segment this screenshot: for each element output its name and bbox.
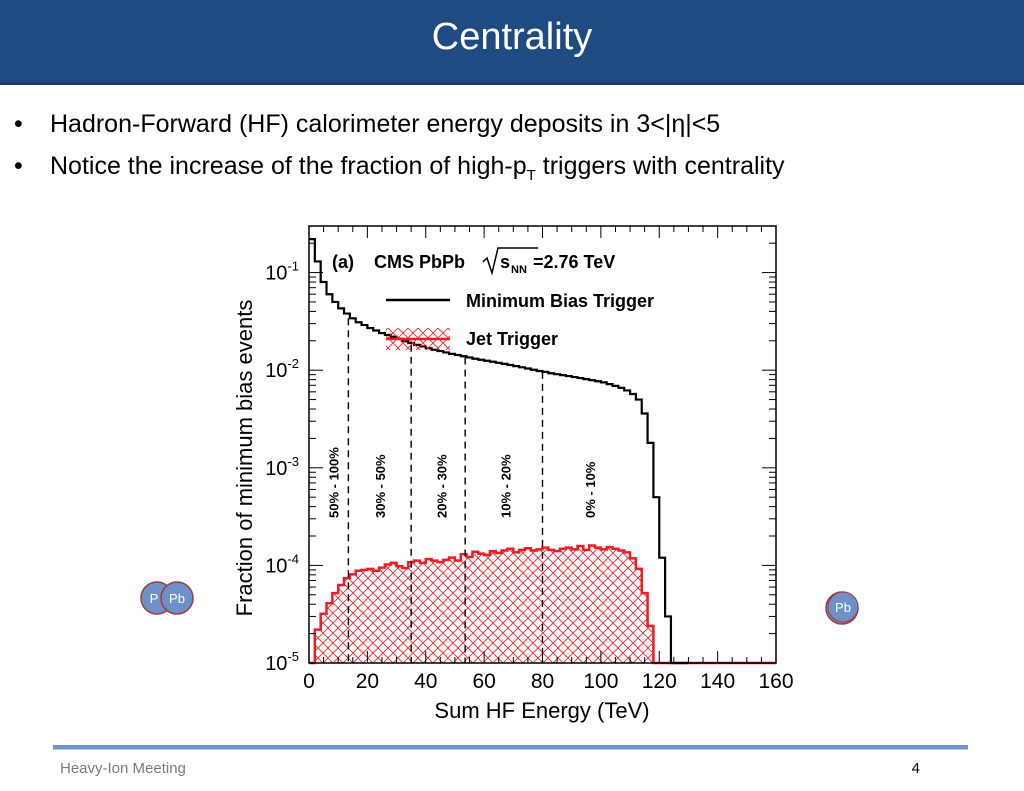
bullet-text-after: triggers with centrality [535, 152, 785, 180]
y-tick-exponent: -5 [287, 649, 299, 664]
y-tick-base: 10 [265, 555, 287, 577]
y-tick-base: 10 [265, 653, 287, 675]
sqrt-s-label: s [500, 252, 510, 272]
bullet-hf-deposits: • Hadron-Forward (HF) calorimeter energy … [14, 110, 720, 139]
centrality-label: 30% - 50% [373, 454, 388, 518]
centrality-label: 20% - 30% [434, 454, 449, 518]
x-axis-ticks: 0 20 40 60 80 100 120 140 160 [303, 226, 794, 693]
nucleus-label: Pb [835, 600, 851, 615]
y-tick-label: 10-4 [265, 551, 299, 577]
legend-jet-label: Jet Trigger [466, 329, 558, 349]
footer-rule [53, 745, 968, 749]
centrality-label: 0% - 10% [583, 461, 598, 518]
sqrt-nn-label: NN [511, 264, 527, 276]
bullet-high-pt-fraction: • Notice the increase of the fraction of … [14, 152, 785, 184]
nucleus-label-a: P [150, 591, 159, 606]
x-tick-label: 140 [700, 670, 735, 693]
centrality-histogram: 0 20 40 60 80 100 120 140 160 10-510-410-310-210… [228, 218, 800, 728]
nucleus-label-b: Pb [169, 591, 185, 606]
y-axis-label: Fraction of minimum bias events [232, 300, 257, 617]
y-tick-exponent: -3 [287, 454, 299, 469]
footer-rule-light [53, 749, 968, 750]
centrality-labels: 50% - 100% 30% - 50% 20% - 30% 10% - 20% 0% … [326, 447, 598, 518]
bullet-text-before: Notice the increase of the fraction of h… [50, 152, 527, 180]
bullet-text: Hadron-Forward (HF) calorimeter energy d… [50, 110, 721, 138]
colliding-nuclei-icon: P Pb [140, 581, 194, 615]
bullet-subscript: T [526, 167, 536, 184]
x-tick-label: 0 [303, 670, 315, 693]
nucleus-pair-left: P Pb [139, 580, 197, 616]
x-axis-label: Sum HF Energy (TeV) [434, 698, 649, 723]
y-axis-ticks: 10-510-410-310-210-1 [265, 242, 776, 675]
x-tick-label: 60 [472, 670, 495, 693]
minimum-bias-line [309, 238, 689, 665]
x-tick-label: 100 [583, 670, 618, 693]
centrality-boundaries [347, 318, 544, 663]
sqrt-symbol [482, 247, 538, 276]
title-bar [0, 0, 1024, 85]
nucleus-single-right: Pb [822, 589, 862, 627]
legend-minbias-label: Minimum Bias Trigger [466, 291, 654, 311]
x-tick-label: 120 [642, 670, 677, 693]
overlapping-nuclei-icon: Pb [825, 591, 859, 625]
experiment-label: CMS PbPb [374, 252, 465, 272]
y-tick-base: 10 [265, 458, 287, 480]
slide-title: Centrality [431, 16, 593, 58]
y-tick-label: 10-3 [265, 454, 299, 480]
centrality-label: 10% - 20% [499, 454, 514, 518]
x-tick-label: 80 [531, 670, 554, 693]
jet-trigger-fill [309, 545, 689, 663]
y-tick-label: 10-5 [265, 649, 299, 675]
y-tick-label: 10-1 [265, 259, 299, 285]
x-tick-label: 160 [758, 670, 793, 693]
y-tick-exponent: -4 [287, 551, 299, 566]
x-tick-label: 20 [356, 670, 379, 693]
x-tick-label: 40 [414, 670, 437, 693]
minimum-bias-series [309, 238, 689, 665]
energy-label: =2.76 TeV [533, 252, 615, 272]
footer-meeting-name: Heavy-Ion Meeting [60, 760, 186, 777]
panel-label: (a) [332, 252, 354, 272]
bullet-marker: • [14, 110, 23, 138]
y-tick-base: 10 [265, 263, 287, 285]
y-tick-label: 10-2 [265, 356, 299, 382]
y-tick-base: 10 [265, 360, 287, 382]
page-number: 4 [911, 760, 920, 777]
y-tick-exponent: -2 [287, 356, 299, 371]
y-tick-exponent: -1 [287, 259, 299, 274]
centrality-label: 50% - 100% [326, 447, 341, 518]
bullet-marker: • [14, 152, 23, 180]
jet-trigger-line [309, 544, 689, 665]
